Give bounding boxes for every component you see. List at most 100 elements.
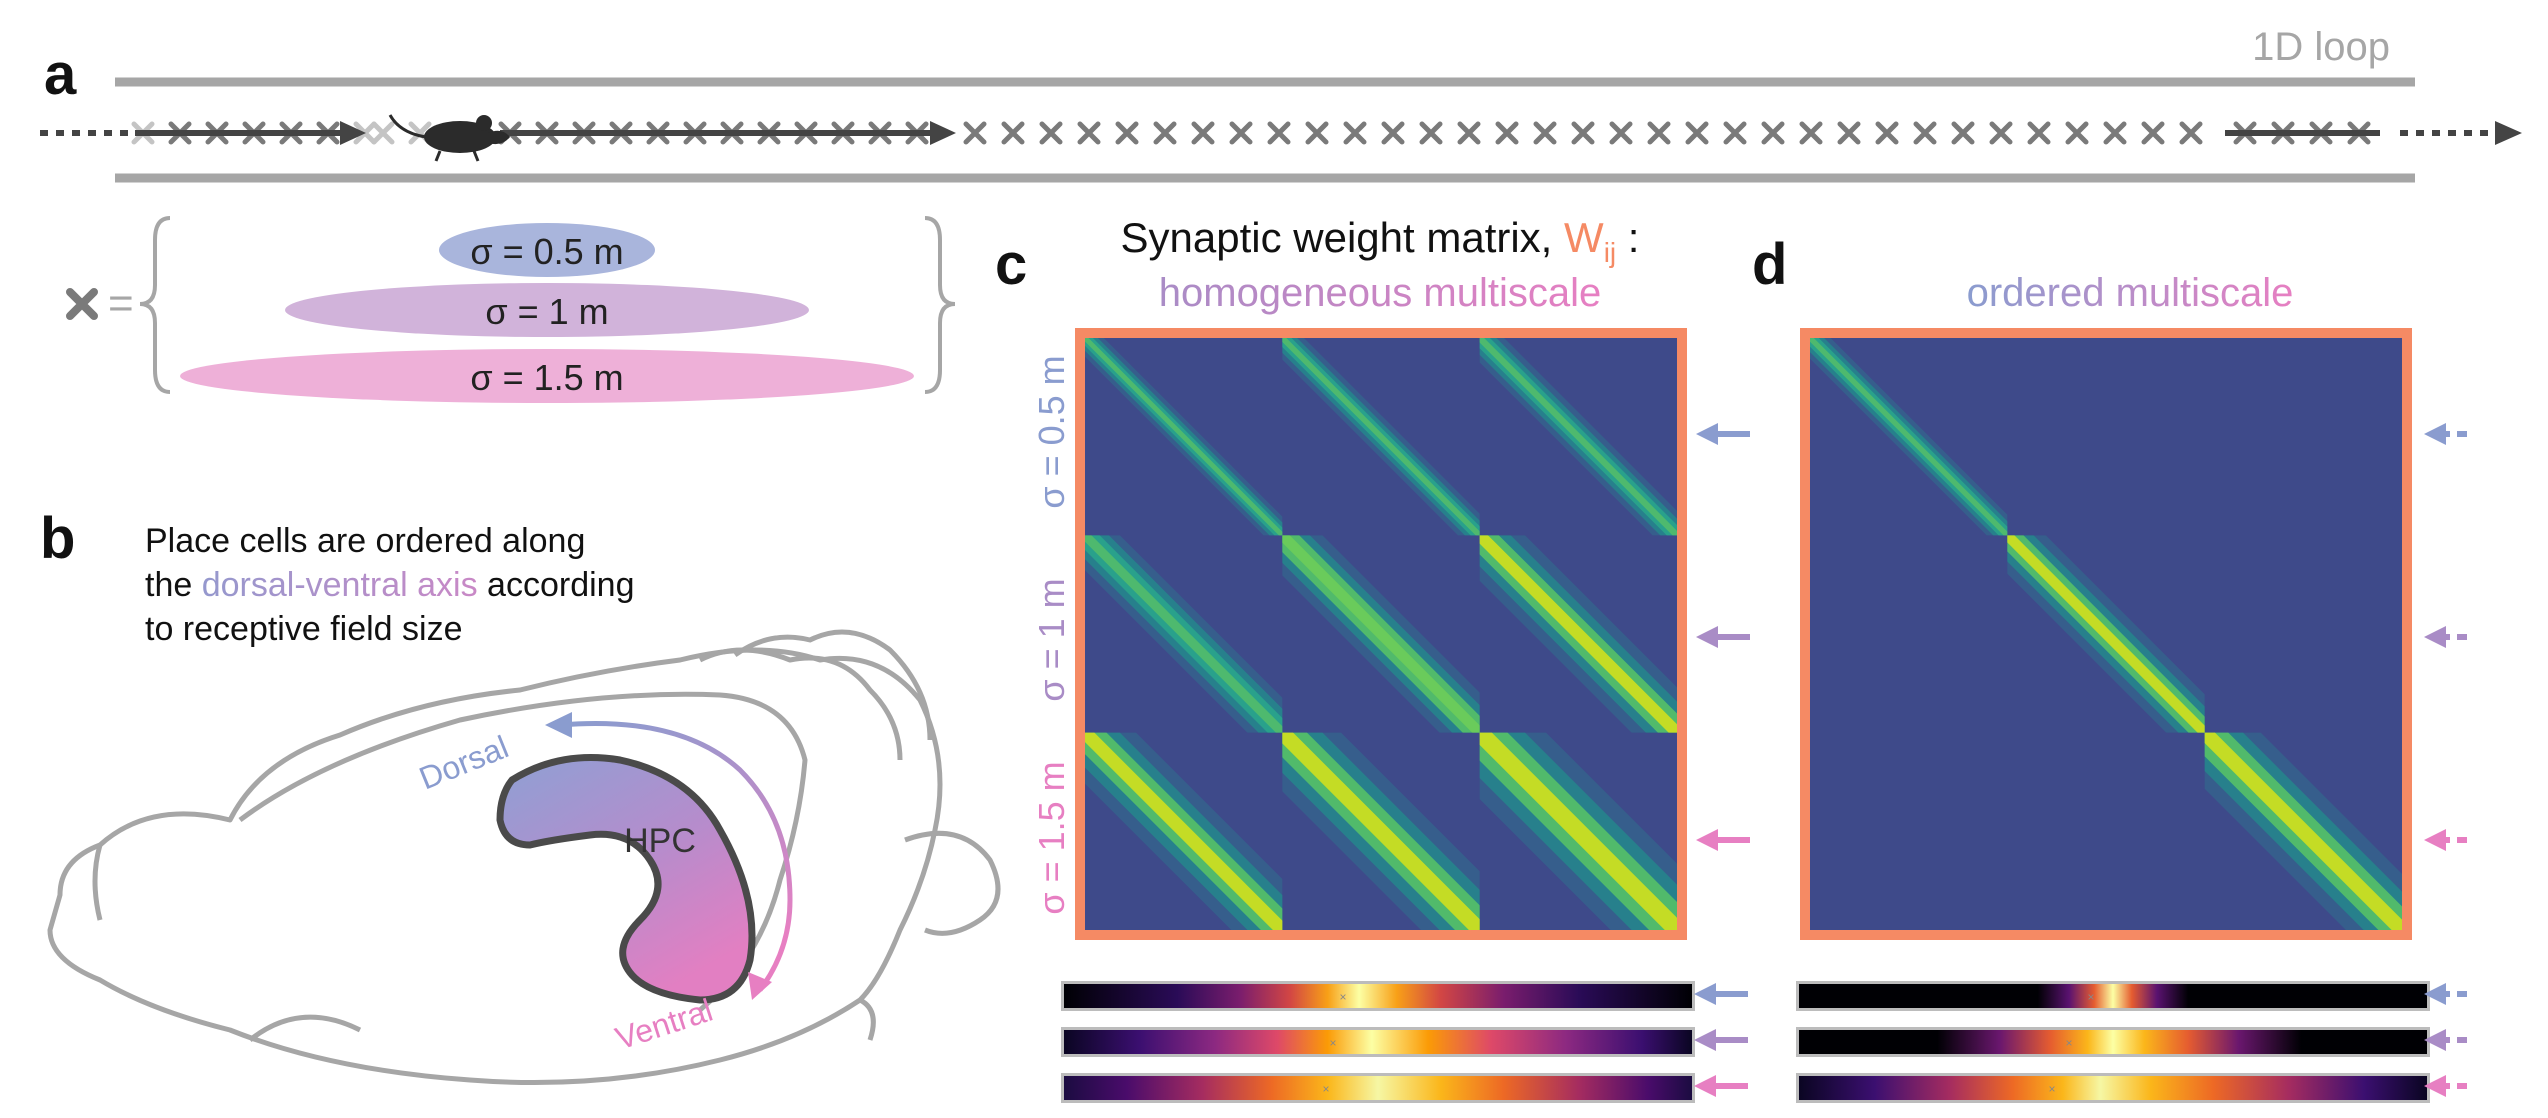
- matrix-title: Synaptic weight matrix, Wij :: [1121, 214, 1640, 268]
- ventral-label: Ventral: [611, 992, 717, 1057]
- place-field-cross-icon: [2103, 121, 2127, 145]
- place-field-cross-icon: [1001, 121, 1025, 145]
- curly-brace-icon: [924, 216, 956, 394]
- place-field-cross-icon: [2141, 121, 2165, 145]
- matrix-band: [1085, 338, 1283, 536]
- arrow-icon: [930, 121, 956, 145]
- place-field-cross-icon: [1153, 121, 1177, 145]
- place-field-cross-icon: [2027, 121, 2051, 145]
- matrix-d-bands: [1810, 338, 2403, 931]
- matrix-band-layer: [2007, 535, 2205, 733]
- field-label-medium: σ = 1 m: [485, 291, 608, 332]
- panel-a-label: a: [44, 42, 77, 107]
- legend-cross: =: [66, 279, 134, 328]
- curly-brace-icon: [139, 216, 171, 394]
- row-label-medium: σ = 1 m: [1031, 578, 1072, 701]
- panel-c-subtitle: homogeneous multiscale: [1159, 271, 1601, 315]
- place-field-cross-icon: [1267, 121, 1291, 145]
- panel-b-text-line3: to receptive field size: [145, 610, 463, 648]
- profile-bar-d-small: [1799, 984, 2427, 1008]
- dashed-arrow-icon: [2424, 829, 2446, 851]
- brain-outline-icon: [47, 629, 1001, 1085]
- place-field-cross-icon: [1495, 121, 1519, 145]
- svg-text:×: ×: [2065, 1036, 2072, 1050]
- place-field-cross-icon: [66, 288, 98, 320]
- matrix-band: [1479, 732, 1677, 931]
- place-field-cross-icon: [1533, 121, 1557, 145]
- w-symbol: W: [1564, 214, 1604, 261]
- matrix-band-layer: [1085, 535, 1283, 733]
- panel-c-label: c: [995, 232, 1027, 297]
- place-field-cross-icon: [1837, 121, 1861, 145]
- place-field-cross-icon: [1799, 121, 1823, 145]
- place-field-cross-icon: [1913, 121, 1937, 145]
- dorsal-label: Dorsal: [414, 728, 513, 796]
- profile-bar-c-large: [1064, 1076, 1692, 1100]
- hpc-label: HPC: [624, 822, 696, 860]
- panel-d-label: d: [1752, 232, 1787, 297]
- matrix-band: [1479, 535, 1677, 733]
- place-field-cross-icon: [1039, 121, 1063, 145]
- arrows-c: [1696, 423, 1750, 851]
- field-label-small: σ = 0.5 m: [470, 231, 623, 272]
- row-label-large: σ = 1.5 m: [1031, 761, 1072, 914]
- place-field-cross-icon: [1685, 121, 1709, 145]
- track-label: 1D loop: [2252, 25, 2390, 69]
- dorsal-ventral-axis-highlight: dorsal-ventral axis: [202, 566, 478, 604]
- place-field-cross-icon: [1875, 121, 1899, 145]
- place-field-cross-icon: [2065, 121, 2089, 145]
- dashed-arrow-icon: [2424, 423, 2446, 445]
- matrix-band-layer: [1282, 732, 1480, 931]
- matrix-band: [2204, 732, 2403, 931]
- panel-d-subtitle: ordered multiscale: [1967, 271, 2294, 315]
- field-ellipse-medium: [285, 283, 809, 337]
- matrix-band-layer: [1479, 338, 1677, 536]
- row-label-small: σ = 0.5 m: [1031, 355, 1072, 508]
- arrow-icon: [1696, 626, 1718, 648]
- profile-bar-d-medium: [1799, 1030, 2427, 1054]
- svg-text:×: ×: [1322, 1082, 1329, 1096]
- matrix-band-layer: [1479, 535, 1677, 733]
- matrix-band: [1282, 732, 1480, 931]
- place-field-cross-icon: [1723, 121, 1747, 145]
- profile-bar-c-small: [1064, 984, 1692, 1008]
- panel-b-text-line1: Place cells are ordered along: [145, 522, 585, 560]
- place-field-cross-icon: [1115, 121, 1139, 145]
- place-field-cross-icon: [1343, 121, 1367, 145]
- loop-arrow-head-icon: [2495, 121, 2522, 145]
- matrix-band: [1085, 535, 1283, 733]
- profile-bar-d-large: [1799, 1076, 2427, 1100]
- svg-text:×: ×: [1339, 990, 1346, 1004]
- matrix-band: [2007, 535, 2205, 733]
- matrix-band: [1810, 338, 2008, 536]
- hippocampus-shape-icon: [496, 754, 756, 1004]
- matrix-band-layer: [1282, 535, 1480, 733]
- matrix-band: [1282, 535, 1480, 733]
- place-field-cross-icon: [1989, 121, 2013, 145]
- panel-b-label: b: [40, 506, 75, 571]
- place-field-cross-icon: [1381, 121, 1405, 145]
- place-field-cross-icon: [1609, 121, 1633, 145]
- arrow-icon: [1696, 829, 1718, 851]
- dorsal-ventral-arc: [559, 720, 793, 992]
- matrix-band-layer: [1810, 338, 2008, 536]
- mouse-icon: [388, 114, 510, 162]
- matrix-band-layer: [1085, 732, 1283, 931]
- matrix-band: [1085, 732, 1283, 931]
- arrow-icon: [1696, 423, 1718, 445]
- profile-bars-d: × × ×: [1796, 981, 2470, 1103]
- place-field-cross-icon: [371, 121, 395, 145]
- place-field-cross-icon: [1951, 121, 1975, 145]
- place-field-cross-icon: [1419, 121, 1443, 145]
- svg-text:×: ×: [1329, 1036, 1336, 1050]
- matrix-band-layer: [1085, 338, 1283, 536]
- arrow-icon: [748, 972, 772, 1000]
- place-field-cross-icon: [963, 121, 987, 145]
- svg-text:×: ×: [2087, 990, 2094, 1004]
- profile-bars-c: × × ×: [1061, 981, 1748, 1103]
- place-field-cross-icon: [1571, 121, 1595, 145]
- place-field-cross-icon: [1191, 121, 1215, 145]
- matrix-band: [1479, 338, 1677, 536]
- place-field-cross-icon: [1457, 121, 1481, 145]
